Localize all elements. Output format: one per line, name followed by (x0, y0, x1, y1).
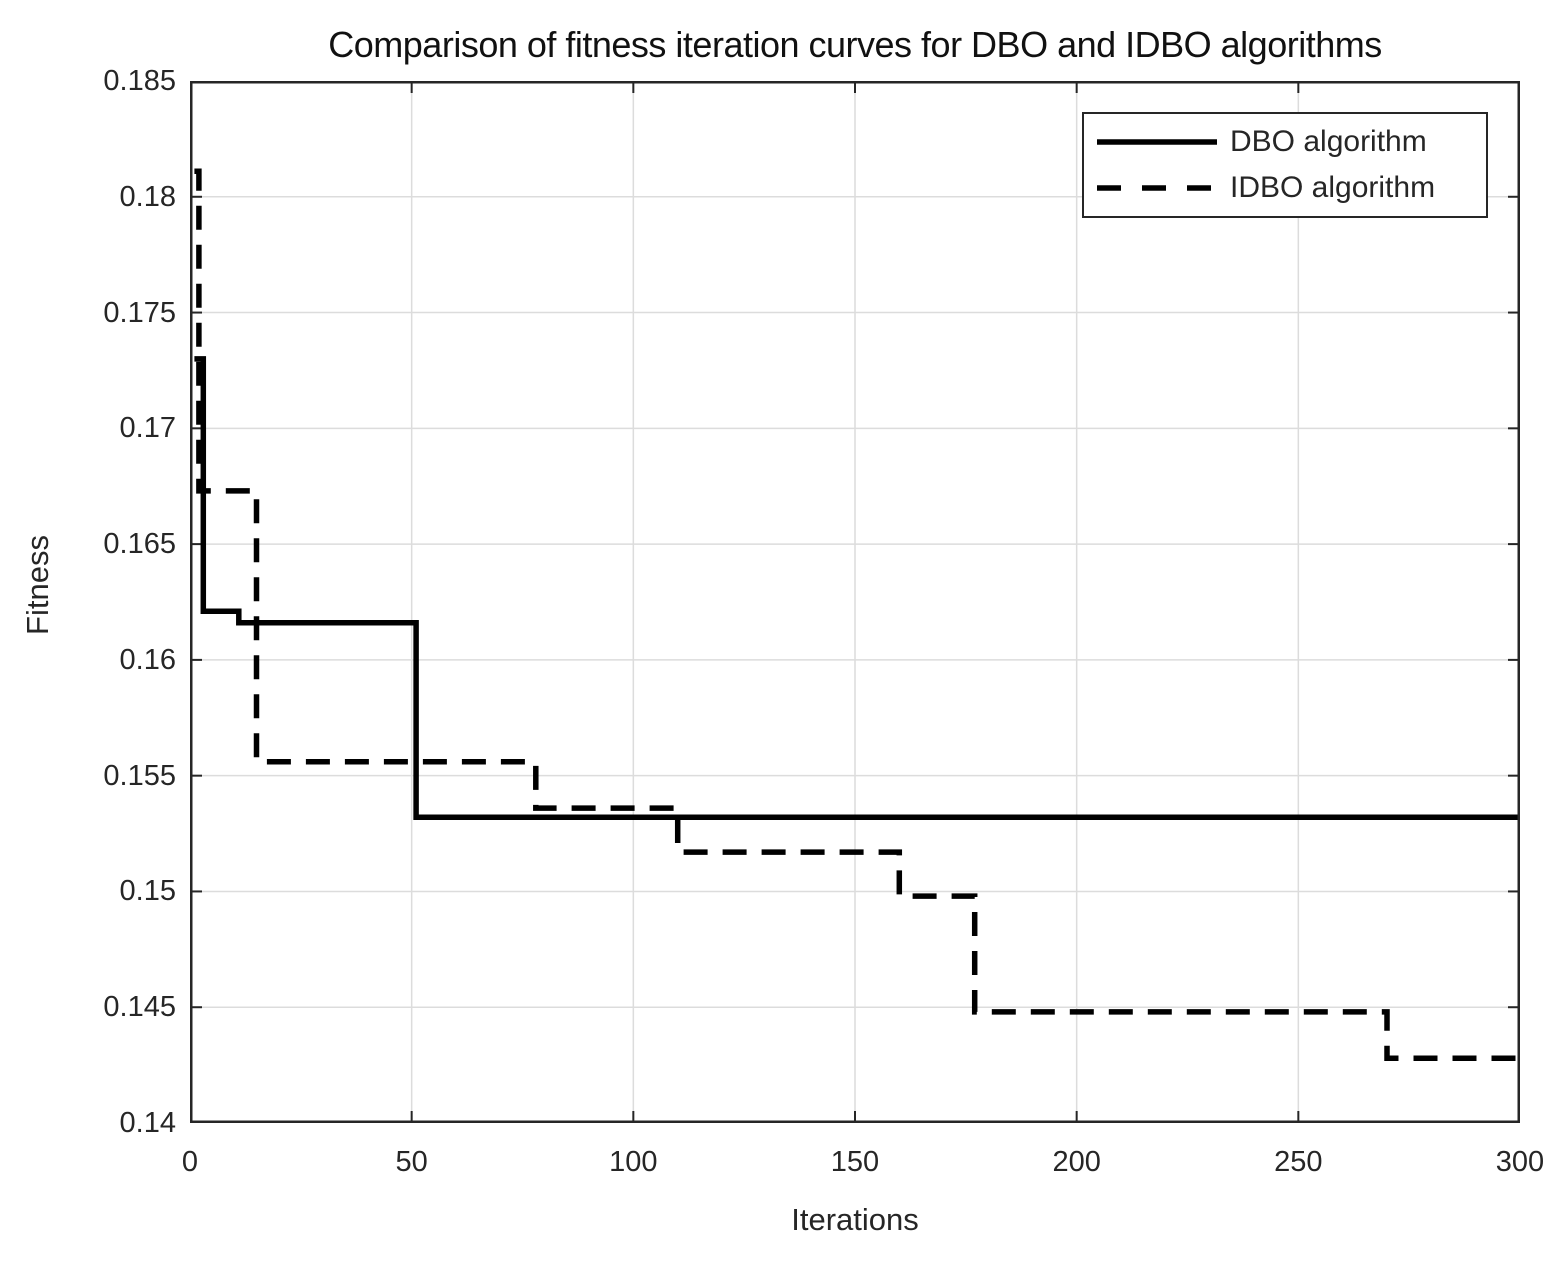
y-tick-label: 0.14 (119, 1107, 176, 1139)
legend-line-dashed-icon (1097, 184, 1217, 191)
plot-area (190, 81, 1520, 1123)
y-tick-label: 0.165 (103, 528, 176, 561)
x-tick-label: 200 (1052, 1146, 1101, 1178)
legend-label: IDBO algorithm (1230, 170, 1436, 204)
legend-box: DBO algorithm IDBO algorithm (1082, 112, 1488, 218)
y-tick-label: 0.185 (103, 65, 176, 97)
x-tick-label: 100 (609, 1146, 658, 1178)
x-axis-label: Iterations (791, 1202, 919, 1237)
x-tick-label: 150 (830, 1146, 880, 1178)
y-tick-label: 0.175 (103, 296, 176, 329)
y-tick-label: 0.145 (103, 991, 176, 1024)
y-tick-label: 0.17 (119, 412, 176, 445)
x-tick-label: 300 (1495, 1146, 1545, 1178)
x-tick-label: 50 (395, 1146, 428, 1178)
x-tick-label: 250 (1274, 1146, 1323, 1178)
plot-frame (190, 81, 1520, 1123)
dbo-curve (194, 356, 1520, 821)
y-tick-label: 0.16 (119, 643, 176, 676)
idbo-curve (194, 168, 1520, 1061)
legend-item-dbo: DBO algorithm (1084, 125, 1486, 159)
x-tick-label: 0 (181, 1146, 199, 1178)
legend-item-idbo: IDBO algorithm (1084, 171, 1486, 205)
legend-line-solid-icon (1097, 139, 1217, 146)
legend-label: DBO algorithm (1230, 125, 1427, 159)
y-tick-label: 0.15 (119, 875, 176, 908)
y-tick-label: 0.155 (103, 759, 176, 792)
y-tick-label: 0.18 (119, 180, 176, 213)
y-axis-label: Fitness (20, 535, 55, 635)
chart-title: Comparison of fitness iteration curves f… (328, 24, 1382, 65)
